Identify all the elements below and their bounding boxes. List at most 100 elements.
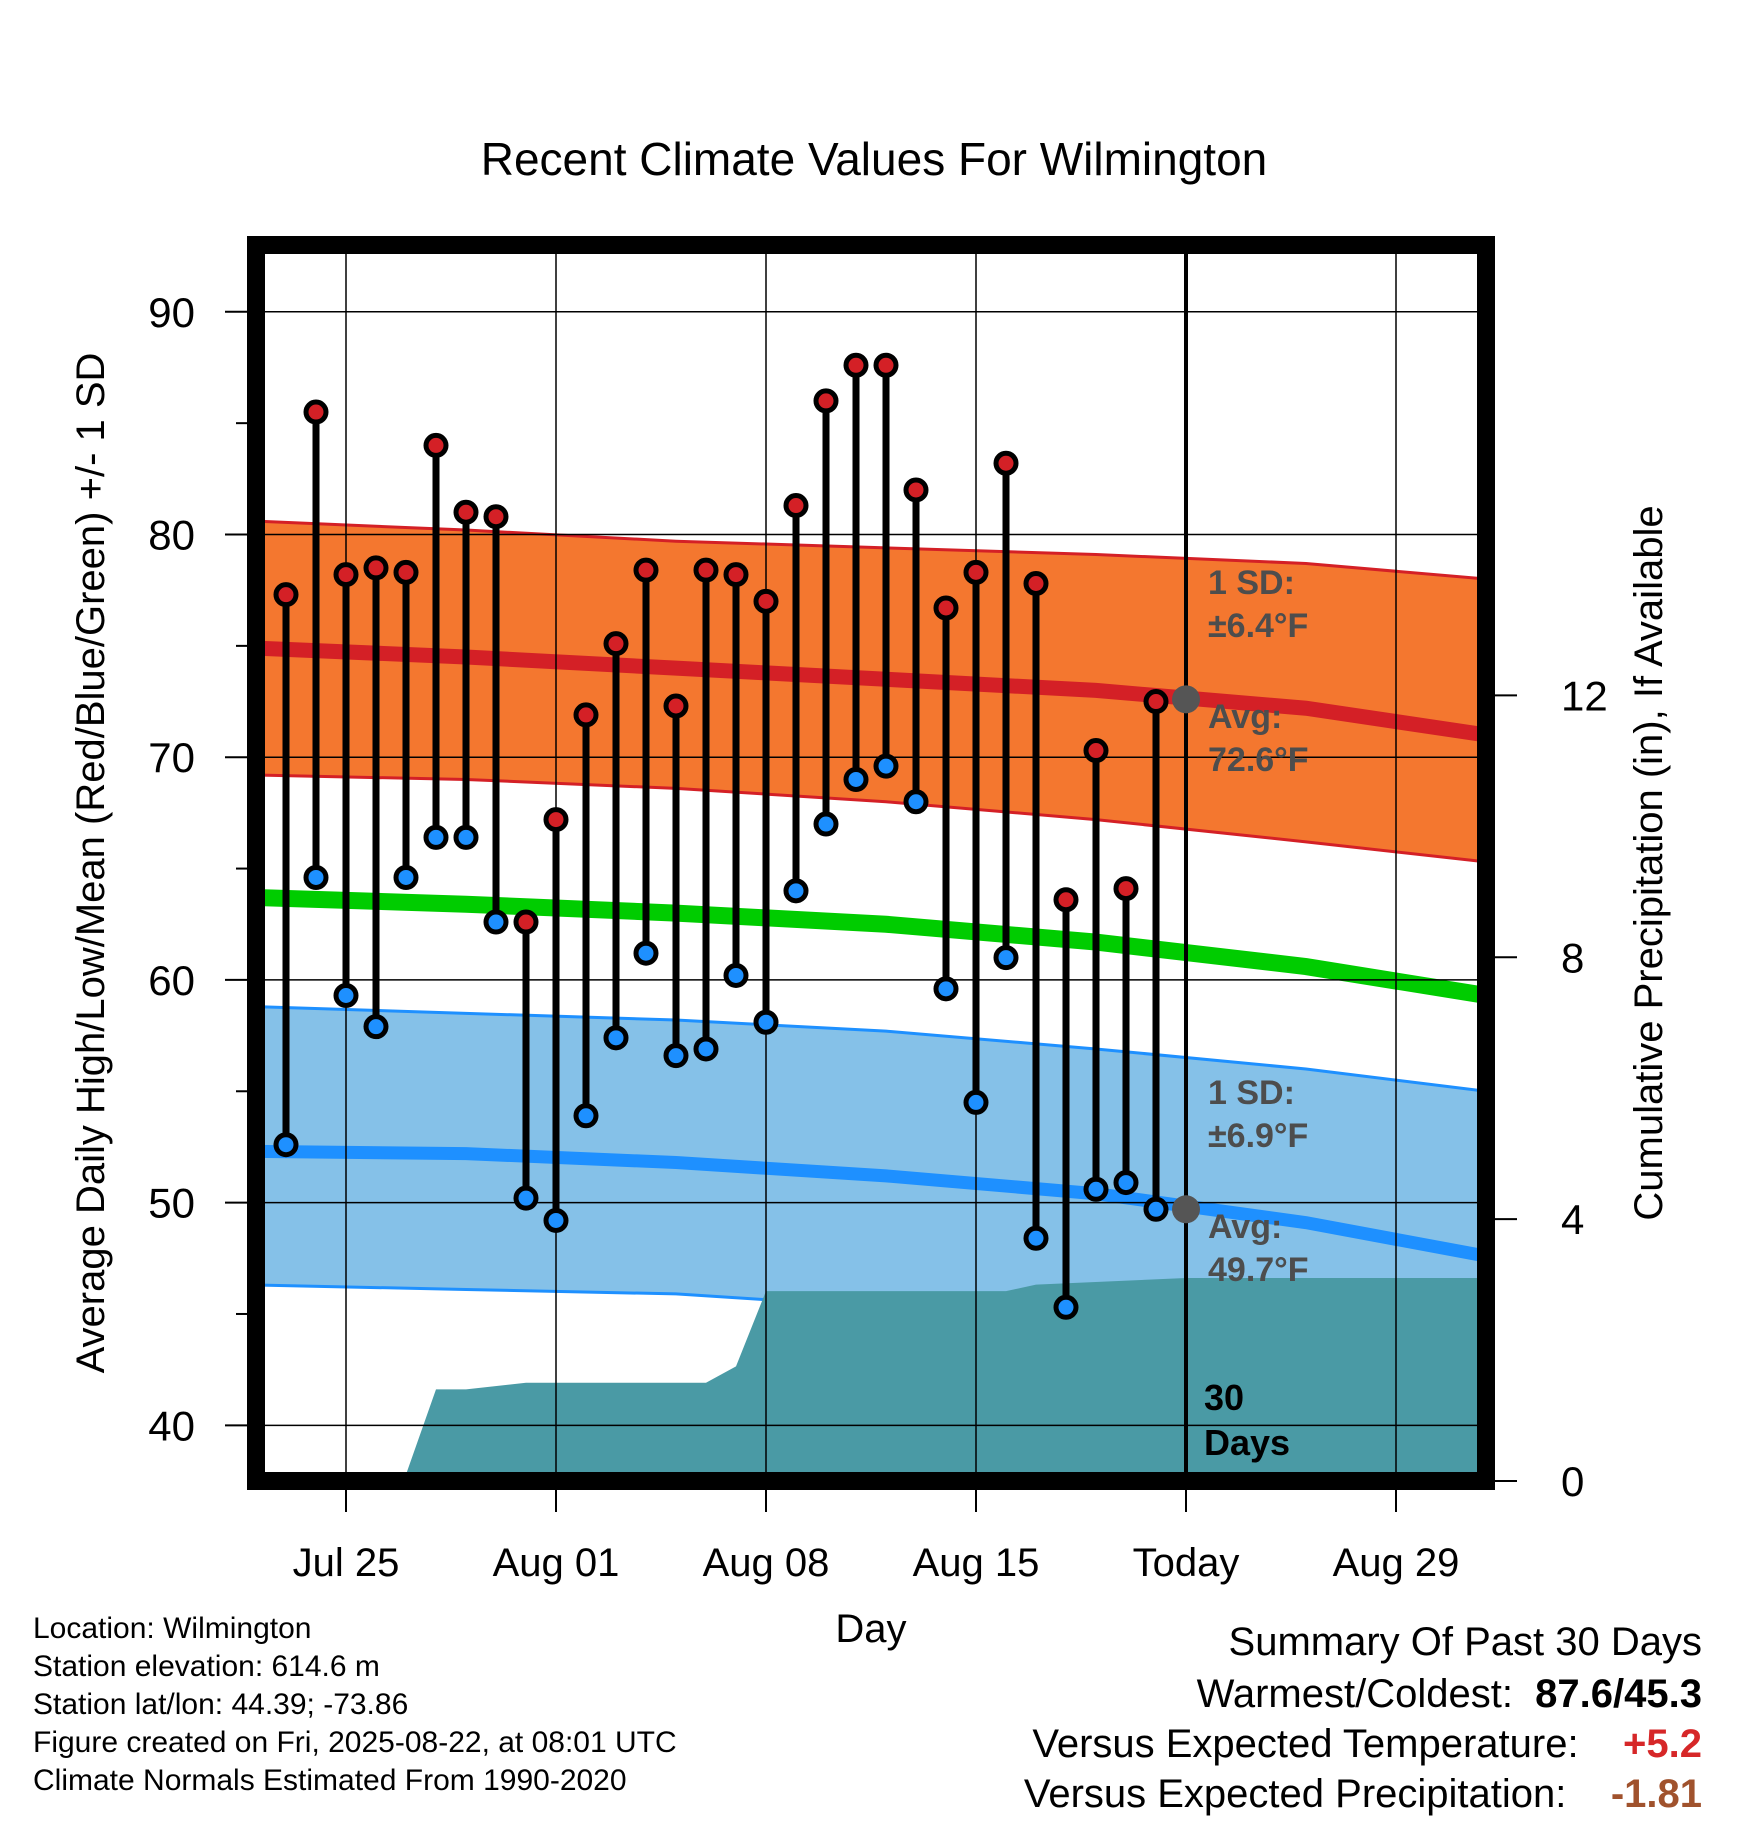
daily-low-point: [573, 1103, 599, 1129]
y-tick-label: 80: [148, 512, 195, 559]
daily-low-point: [993, 945, 1019, 971]
daily-high-point: [303, 399, 329, 425]
daily-high-point: [783, 493, 809, 519]
daily-low-point: [543, 1207, 569, 1233]
daily-high-point: [1143, 689, 1169, 715]
summary-temp-label: Versus Expected Temperature:: [1032, 1722, 1579, 1766]
y-tick-label: 60: [148, 957, 195, 1004]
today-low-avg-marker: [1172, 1195, 1200, 1224]
y-tick-label: 90: [148, 289, 195, 336]
info-normals: Climate Normals Estimated From 1990-2020: [33, 1764, 627, 1797]
low-sd-annotation: 1 SD: ±6.9°F: [1208, 1074, 1308, 1155]
daily-high-point: [1023, 571, 1049, 597]
daily-high-point: [1083, 738, 1109, 764]
daily-low-point: [273, 1132, 299, 1158]
daily-high-point: [513, 909, 539, 935]
daily-low-point: [663, 1043, 689, 1069]
cumulative-precip-area: [256, 1278, 1486, 1481]
x-tick-label: Aug 15: [913, 1541, 1040, 1585]
daily-high-point: [873, 352, 899, 378]
chart-title: Recent Climate Values For Wilmington: [480, 133, 1268, 185]
daily-high-point: [693, 557, 719, 583]
daily-high-point: [753, 588, 779, 614]
summary-warm-cold-value: 87.6/45.3: [1535, 1672, 1702, 1716]
y-right-tick-label: 4: [1561, 1196, 1584, 1243]
daily-high-point: [933, 595, 959, 621]
summary-temp-value: +5.2: [1623, 1722, 1702, 1766]
daily-high-point: [1053, 887, 1079, 913]
today-high-avg-marker: [1172, 685, 1200, 714]
daily-low-point: [513, 1185, 539, 1211]
y-right-axis-label: Cumulative Precipitation (in), If Availa…: [1627, 505, 1671, 1220]
precip-area: [256, 1278, 1486, 1481]
x-tick-label: Aug 01: [493, 1541, 620, 1585]
y-right-tick-label: 8: [1561, 934, 1584, 981]
daily-high-point: [603, 631, 629, 657]
x-tick-label: Aug 29: [1333, 1541, 1460, 1585]
daily-high-point: [633, 557, 659, 583]
low-mean-line: [256, 1144, 1486, 1263]
y-right-tick-label: 12: [1561, 672, 1608, 719]
low-upper-edge: [256, 1005, 1486, 1093]
y-right-tick-label: 0: [1561, 1458, 1584, 1505]
x-tick-label: Jul 25: [293, 1541, 400, 1585]
summary-precip-value: -1.81: [1610, 1772, 1702, 1816]
daily-low-point: [393, 864, 419, 890]
daily-low-point: [1083, 1176, 1109, 1202]
info-latlon: Station lat/lon: 44.39; -73.86: [33, 1688, 409, 1721]
daily-high-point: [903, 477, 929, 503]
daily-low-point: [843, 766, 869, 792]
daily-low-point: [1143, 1196, 1169, 1222]
daily-high-point: [993, 450, 1019, 476]
daily-low-point: [333, 983, 359, 1009]
daily-low-point: [873, 753, 899, 779]
days-label: 30 Days: [1204, 1377, 1290, 1463]
info-created: Figure created on Fri, 2025-08-22, at 08…: [33, 1726, 677, 1759]
daily-high-point: [843, 352, 869, 378]
y-tick-label: 40: [148, 1402, 195, 1449]
daily-low-point: [933, 976, 959, 1002]
x-tick-label: Aug 08: [703, 1541, 830, 1585]
high-sd-annotation: 1 SD: ±6.4°F: [1208, 564, 1308, 645]
y-axis-label: Average Daily High/Low/Mean (Red/Blue/Gr…: [69, 353, 113, 1374]
daily-low-point: [723, 962, 749, 988]
daily-high-point: [393, 559, 419, 585]
axes: 40 50 60 70 80 90 0 4 8 12 Jul 25 Aug 01 Aug 08 Aug 1…: [69, 289, 1671, 1651]
daily-high-point: [363, 555, 389, 581]
daily-high-point: [483, 504, 509, 530]
daily-high-point: [543, 807, 569, 833]
y-tick-label: 50: [148, 1180, 195, 1227]
daily-low-point: [633, 940, 659, 966]
daily-low-point: [303, 864, 329, 890]
daily-observations: [273, 245, 1200, 1481]
daily-low-point: [1113, 1170, 1139, 1196]
info-location: Location: Wilmington: [33, 1612, 312, 1645]
plot-border: [247, 236, 1495, 1490]
daily-high-point: [813, 388, 839, 414]
daily-high-point: [1113, 876, 1139, 902]
high-avg-annotation: Avg: 72.6°F: [1208, 698, 1309, 779]
y-tick-label: 70: [148, 734, 195, 781]
daily-low-point: [1023, 1225, 1049, 1251]
daily-low-point: [783, 878, 809, 904]
daily-high-point: [663, 693, 689, 719]
daily-low-point: [903, 789, 929, 815]
daily-low-point: [603, 1025, 629, 1051]
summary-warm-cold: Warmest/Coldest: 87.6/45.3: [1197, 1672, 1702, 1717]
summary-warm-cold-label: Warmest/Coldest:: [1196, 1672, 1513, 1716]
summary-precip-label: Versus Expected Precipitation:: [1023, 1772, 1567, 1816]
plot-frame: [247, 236, 1495, 1490]
daily-low-point: [753, 1009, 779, 1035]
x-tick-label: Today: [1133, 1541, 1240, 1585]
daily-low-point: [423, 824, 449, 850]
low-avg-annotation: Avg: 49.7°F: [1208, 1208, 1309, 1289]
daily-high-point: [333, 562, 359, 588]
daily-low-point: [453, 824, 479, 850]
info-elevation: Station elevation: 614.6 m: [33, 1650, 380, 1683]
daily-high-point: [423, 432, 449, 458]
daily-high-point: [453, 499, 479, 525]
summary-temp: Versus Expected Temperature: +5.2: [1032, 1722, 1702, 1767]
summary-heading: Summary Of Past 30 Days: [1228, 1620, 1702, 1664]
daily-high-point: [573, 702, 599, 728]
